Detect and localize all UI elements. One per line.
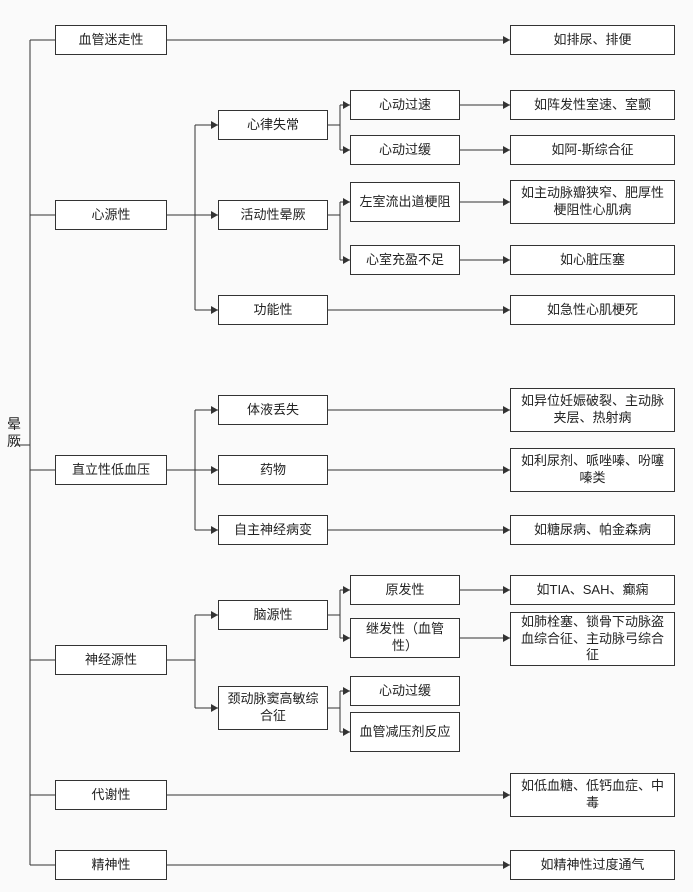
node-n7: 心律失常	[218, 110, 328, 140]
diagram-canvas: 晕厥 血管迷走性心源性直立性低血压神经源性代谢性精神性 心律失常活动性晕厥功能性体…	[0, 0, 693, 892]
node-d3: 如阿-斯综合征	[510, 135, 675, 165]
node-n18: 心室充盈不足	[350, 245, 460, 275]
node-n11: 药物	[218, 455, 328, 485]
node-d12: 如低血糖、低钙血症、中毒	[510, 773, 675, 817]
node-d6: 如急性心肌梗死	[510, 295, 675, 325]
node-d1: 如排尿、排便	[510, 25, 675, 55]
node-d11: 如肺栓塞、锁骨下动脉盗血综合征、主动脉弓综合征	[510, 612, 675, 666]
node-d8: 如利尿剂、哌唑嗪、吩噻嗪类	[510, 448, 675, 492]
node-d5: 如心脏压塞	[510, 245, 675, 275]
node-d13: 如精神性过度通气	[510, 850, 675, 880]
node-n17: 左室流出道梗阻	[350, 182, 460, 222]
node-n4: 神经源性	[55, 645, 167, 675]
node-d9: 如糖尿病、帕金森病	[510, 515, 675, 545]
node-n19: 原发性	[350, 575, 460, 605]
node-d7: 如异位妊娠破裂、主动脉夹层、热射病	[510, 388, 675, 432]
connectors-layer	[0, 0, 693, 892]
node-n13: 脑源性	[218, 600, 328, 630]
node-n6: 精神性	[55, 850, 167, 880]
node-d10: 如TIA、SAH、癫痫	[510, 575, 675, 605]
root-label: 晕厥	[6, 416, 22, 450]
node-n9: 功能性	[218, 295, 328, 325]
node-n8: 活动性晕厥	[218, 200, 328, 230]
node-n10: 体液丢失	[218, 395, 328, 425]
node-n21: 心动过缓	[350, 676, 460, 706]
node-n16: 心动过缓	[350, 135, 460, 165]
node-n2: 心源性	[55, 200, 167, 230]
node-n3: 直立性低血压	[55, 455, 167, 485]
node-d4: 如主动脉瓣狭窄、肥厚性梗阻性心肌病	[510, 180, 675, 224]
node-n12: 自主神经病变	[218, 515, 328, 545]
node-n15: 心动过速	[350, 90, 460, 120]
node-n1: 血管迷走性	[55, 25, 167, 55]
node-n14: 颈动脉窦高敏综合征	[218, 686, 328, 730]
node-d2: 如阵发性室速、室颤	[510, 90, 675, 120]
node-n20: 继发性（血管性）	[350, 618, 460, 658]
node-n5: 代谢性	[55, 780, 167, 810]
node-n22: 血管减压剂反应	[350, 712, 460, 752]
